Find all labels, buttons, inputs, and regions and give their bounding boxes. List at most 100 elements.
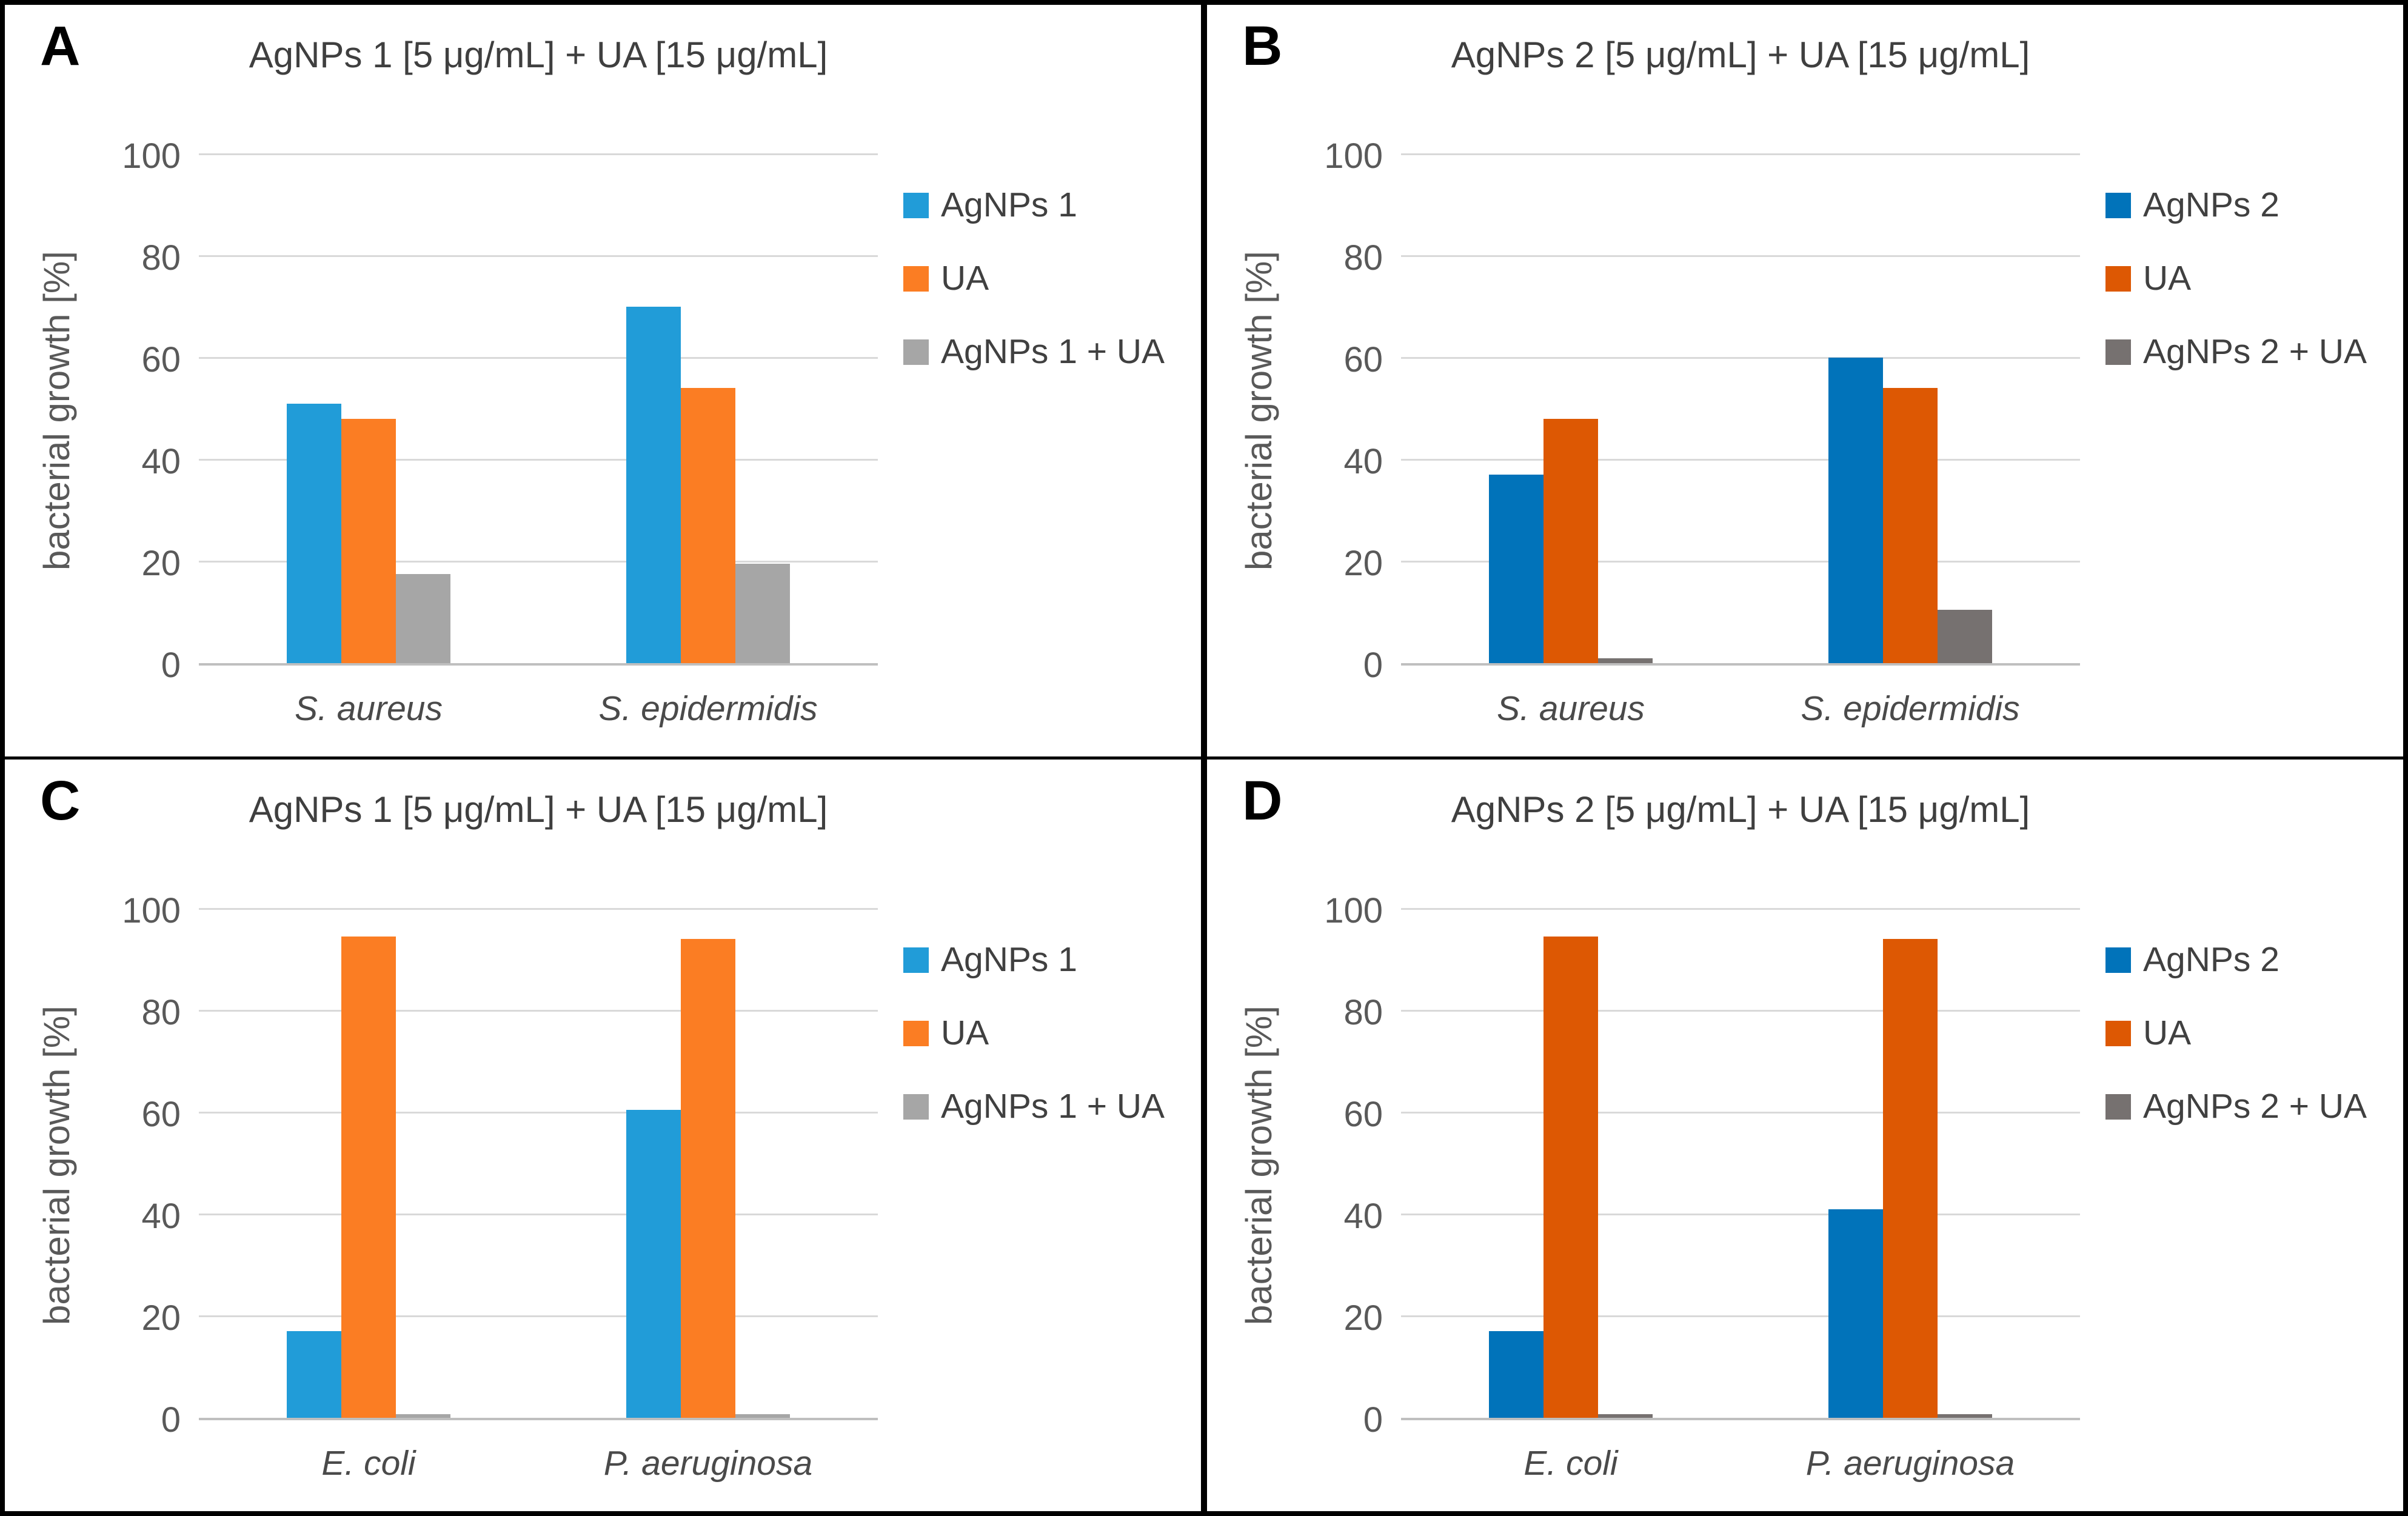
plot-area	[199, 907, 878, 1420]
category-label: S. aureus	[295, 689, 443, 728]
y-tick-label: 100	[1324, 136, 1383, 176]
gridline	[1401, 560, 2080, 563]
bar-ua	[341, 418, 396, 663]
chart-title: AgNPs 1 [5 μg/mL] + UA [15 μg/mL]	[249, 35, 828, 75]
y-tick-label: 100	[122, 891, 181, 930]
legend-item: UA	[903, 1016, 1165, 1050]
legend-label: UA	[2143, 1013, 2192, 1052]
y-tick-label: 60	[141, 340, 181, 379]
bar-group	[287, 937, 450, 1418]
category-label: E. coli	[321, 1444, 416, 1483]
bar-group	[1489, 937, 1653, 1418]
gridline	[1401, 458, 2080, 461]
bar-group	[1828, 939, 1992, 1418]
gridline	[199, 1009, 878, 1012]
y-tick-label: 60	[1343, 340, 1383, 379]
bar-ua	[681, 388, 735, 663]
legend-item: AgNPs 1 + UA	[903, 335, 1165, 369]
gridline	[1401, 1009, 2080, 1012]
legend-item: UA	[2105, 1016, 2367, 1050]
legend: AgNPs 2 UA AgNPs 2 + UA	[2105, 943, 2367, 1163]
legend-item: AgNPs 1 + UA	[903, 1089, 1165, 1124]
legend-label: AgNPs 1	[941, 185, 1077, 224]
legend-swatch-icon	[903, 265, 929, 292]
y-tick-label: 0	[161, 646, 181, 685]
bar-agnps-1	[287, 403, 341, 663]
bar-group	[626, 939, 790, 1418]
bar-group	[287, 403, 450, 663]
category-label: E. coli	[1523, 1444, 1618, 1483]
gridline	[199, 153, 878, 155]
legend-swatch-icon	[2105, 1094, 2131, 1120]
y-tick-label: 100	[1324, 891, 1383, 930]
y-tick-label: 40	[141, 442, 181, 481]
y-axis-title: bacterial growth [%]	[1239, 1006, 1279, 1326]
panel-letter: C	[40, 770, 81, 832]
legend-item: AgNPs 2 + UA	[2105, 1089, 2367, 1124]
gridline	[1401, 255, 2080, 257]
legend-item: AgNPs 1	[903, 943, 1165, 977]
plot-area	[1401, 153, 2080, 666]
category-label: S. epidermidis	[598, 689, 818, 728]
y-tick-label: 0	[161, 1400, 181, 1440]
chart-title: AgNPs 2 [5 μg/mL] + UA [15 μg/mL]	[1451, 35, 2030, 75]
legend-swatch-icon	[2105, 1020, 2131, 1046]
legend-item: UA	[2105, 261, 2367, 296]
y-tick-label: 80	[1343, 993, 1383, 1032]
category-label: P. aeruginosa	[1805, 1444, 2015, 1483]
legend-swatch-icon	[2105, 339, 2131, 365]
y-tick-label: 100	[122, 136, 181, 176]
y-axis-title: bacterial growth [%]	[36, 251, 77, 571]
bar-group	[626, 307, 790, 663]
bar-agnps-2-ua	[1938, 609, 1992, 663]
panel-d: D AgNPs 2 [5 μg/mL] + UA [15 μg/mL] bact…	[1207, 760, 2403, 1511]
bar-agnps-1	[626, 1109, 681, 1418]
y-tick-label: 0	[1363, 646, 1383, 685]
bar-agnps-1-ua	[396, 1414, 450, 1418]
gridline	[199, 907, 878, 910]
bar-agnps-2-ua	[1598, 1414, 1653, 1418]
y-tick-label: 20	[1343, 544, 1383, 583]
bar-ua	[341, 937, 396, 1418]
plot-area	[199, 153, 878, 666]
y-tick-label: 80	[1343, 238, 1383, 278]
gridline	[1401, 356, 2080, 359]
y-tick-label: 0	[1363, 1400, 1383, 1440]
gridline	[199, 458, 878, 461]
legend-swatch-icon	[903, 339, 929, 365]
legend-label: AgNPs 1 + UA	[941, 1087, 1165, 1126]
legend-label: UA	[2143, 259, 2192, 298]
bar-agnps-2	[1828, 1209, 1883, 1418]
gridline	[199, 560, 878, 563]
legend: AgNPs 2 UA AgNPs 2 + UA	[2105, 188, 2367, 408]
legend-swatch-icon	[903, 192, 929, 218]
bar-ua	[1543, 937, 1598, 1418]
gridline	[1401, 1213, 2080, 1215]
bar-agnps-1	[287, 1331, 341, 1418]
gridline	[199, 255, 878, 257]
category-label: S. epidermidis	[1801, 689, 2020, 728]
bar-agnps-2	[1828, 358, 1883, 663]
gridline	[1401, 153, 2080, 155]
legend-label: AgNPs 2 + UA	[2143, 1087, 2367, 1126]
gridline	[199, 356, 878, 359]
panel-a: A AgNPs 1 [5 μg/mL] + UA [15 μg/mL] bact…	[5, 5, 1201, 756]
legend-item: AgNPs 2	[2105, 943, 2367, 977]
legend-label: AgNPs 2	[2143, 185, 2279, 224]
gridline	[1401, 1111, 2080, 1114]
legend-swatch-icon	[2105, 265, 2131, 292]
gridline	[1401, 907, 2080, 910]
bar-agnps-2-ua	[1598, 658, 1653, 663]
y-tick-label: 20	[141, 544, 181, 583]
y-tick-label: 60	[141, 1095, 181, 1134]
panel-c: C AgNPs 1 [5 μg/mL] + UA [15 μg/mL] bact…	[5, 760, 1201, 1511]
bar-ua	[1543, 418, 1598, 663]
bar-ua	[681, 939, 735, 1418]
chart-title: AgNPs 2 [5 μg/mL] + UA [15 μg/mL]	[1451, 789, 2030, 830]
gridline	[1401, 1315, 2080, 1317]
bar-agnps-1	[626, 307, 681, 663]
legend-label: UA	[941, 259, 989, 298]
y-tick-label: 60	[1343, 1095, 1383, 1134]
legend-swatch-icon	[903, 947, 929, 973]
legend-swatch-icon	[903, 1020, 929, 1046]
